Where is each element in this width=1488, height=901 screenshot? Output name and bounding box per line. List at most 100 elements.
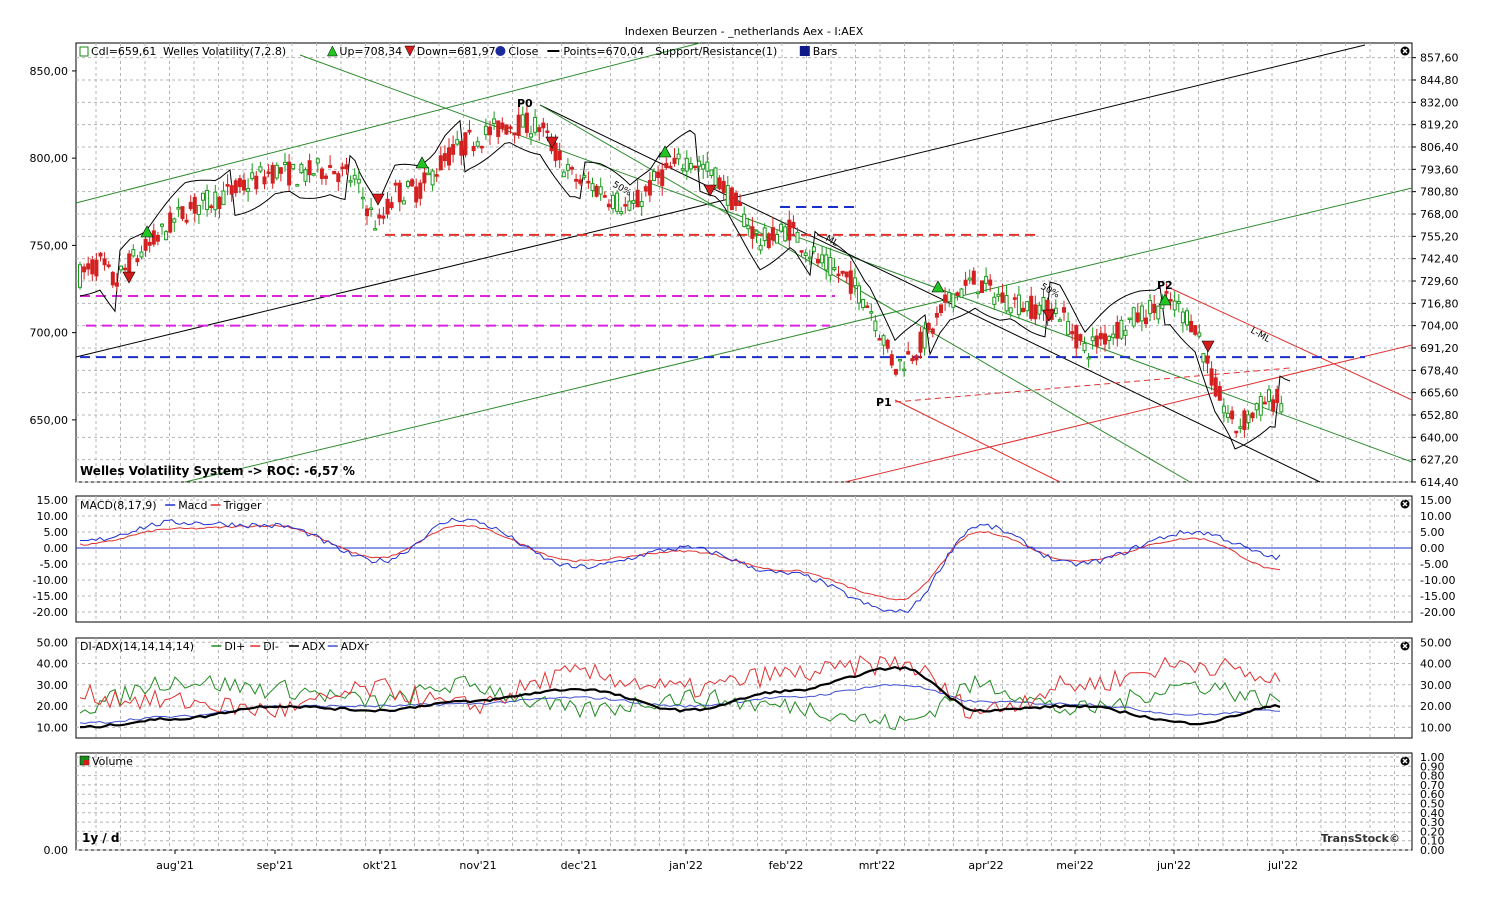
candle-body bbox=[783, 226, 788, 242]
candle-body bbox=[840, 270, 845, 274]
candle-body bbox=[775, 234, 779, 244]
candle-body bbox=[906, 351, 911, 355]
left-tick-label: 850,00 bbox=[30, 65, 69, 78]
adx-legend-item: DI-ADX(14,14,14,14) bbox=[80, 640, 194, 653]
right-tick-label: 640,00 bbox=[1420, 431, 1459, 444]
candle-body bbox=[266, 171, 271, 175]
candle-body bbox=[250, 172, 255, 180]
candle-body bbox=[246, 188, 251, 192]
point-label-p1: P1 bbox=[876, 396, 892, 409]
candle-body bbox=[672, 157, 677, 164]
candle-body bbox=[422, 172, 427, 184]
price-panel-frame bbox=[75, 42, 1413, 483]
candle-body bbox=[217, 196, 222, 210]
candle-body bbox=[221, 190, 226, 206]
x-axis-month-label: mrt'22 bbox=[859, 859, 896, 872]
candle-body bbox=[336, 173, 341, 182]
candle-body bbox=[930, 328, 935, 334]
candle-body bbox=[877, 338, 882, 341]
candle-body bbox=[451, 144, 456, 155]
candle-body bbox=[1000, 292, 1005, 303]
down-triangle-icon bbox=[404, 45, 416, 57]
candle-body bbox=[213, 191, 218, 211]
candle-body bbox=[881, 335, 886, 346]
candle-body bbox=[1144, 317, 1148, 325]
candle-body bbox=[1012, 297, 1017, 300]
candle-body bbox=[151, 230, 156, 245]
volume-right-tick: 0.00 bbox=[1420, 844, 1445, 857]
candle-body bbox=[680, 168, 685, 171]
candle-body bbox=[729, 187, 734, 211]
price-legend-item: Welles Volatility(7,2.8) bbox=[163, 45, 286, 58]
candle-body bbox=[1086, 356, 1091, 360]
left-tick-label: 700,00 bbox=[30, 327, 69, 340]
candle-body bbox=[455, 139, 460, 145]
right-tick-label: 780,80 bbox=[1420, 186, 1459, 199]
candle-body bbox=[1230, 410, 1235, 420]
candle-body bbox=[1127, 317, 1132, 321]
candle-body bbox=[861, 299, 866, 308]
close-icon-x bbox=[1402, 48, 1408, 54]
candle-body bbox=[229, 185, 234, 195]
adx-legend-item: DI+ bbox=[224, 640, 245, 653]
volume-right-tick: 1.00 bbox=[1420, 751, 1445, 764]
candle-body bbox=[500, 122, 505, 129]
candle-body bbox=[1139, 305, 1144, 322]
candle-body bbox=[188, 201, 193, 210]
candle-body bbox=[102, 258, 107, 266]
x-axis-month-label: dec'21 bbox=[561, 859, 598, 872]
sell-signal-triangle bbox=[703, 184, 717, 197]
candle-body bbox=[1172, 300, 1177, 311]
candle-body bbox=[180, 206, 185, 219]
close-icon-x bbox=[1402, 501, 1408, 507]
macd-left-tick: -15.00 bbox=[33, 590, 68, 603]
candle-body bbox=[524, 112, 529, 133]
candle-body bbox=[1066, 320, 1071, 336]
candle-body bbox=[291, 163, 296, 170]
candle-body bbox=[278, 167, 283, 174]
candle-body bbox=[459, 140, 464, 156]
candle-body bbox=[869, 311, 874, 314]
macd-panel-frame bbox=[75, 495, 1413, 623]
candle-body bbox=[914, 355, 919, 361]
candle-body bbox=[131, 249, 136, 257]
macd-right-tick: -10.00 bbox=[1420, 574, 1455, 587]
candle-body bbox=[725, 185, 730, 206]
candle-body bbox=[360, 196, 365, 200]
candle-body bbox=[295, 184, 300, 187]
sell-signal-triangle bbox=[122, 271, 136, 284]
candle-body bbox=[520, 114, 525, 128]
candle-body bbox=[1271, 399, 1276, 412]
candle-body bbox=[98, 252, 103, 257]
candle-body bbox=[598, 186, 603, 195]
adx-right-tick: 30.00 bbox=[1420, 679, 1452, 692]
candle-body bbox=[1193, 325, 1198, 335]
candle-body bbox=[697, 160, 702, 167]
circle-icon bbox=[495, 46, 506, 56]
candle-body bbox=[1057, 319, 1062, 322]
candle-body bbox=[463, 132, 468, 156]
candle-body bbox=[488, 126, 492, 136]
volume-right-tick: 0.80 bbox=[1420, 770, 1445, 783]
candle-body bbox=[1098, 332, 1103, 340]
candle-body bbox=[615, 192, 620, 212]
candle-body bbox=[475, 141, 480, 147]
macd-legend-item: Trigger bbox=[223, 499, 262, 512]
fork-line-green bbox=[299, 54, 1413, 463]
candle-body bbox=[750, 226, 755, 239]
candle-body bbox=[369, 207, 374, 211]
candle-body bbox=[643, 186, 648, 192]
candle-body bbox=[401, 200, 406, 205]
candle-body bbox=[86, 263, 91, 270]
volume-right-tick: 0.40 bbox=[1420, 807, 1445, 820]
candle-body bbox=[537, 127, 542, 133]
candle-body bbox=[799, 250, 804, 253]
adx-left-tick: 10.00 bbox=[37, 721, 69, 734]
candle-body bbox=[410, 179, 415, 187]
red-dashed-fan bbox=[894, 367, 1291, 403]
candle-body bbox=[299, 163, 304, 174]
candle-body bbox=[852, 277, 857, 287]
candle-body bbox=[1004, 295, 1009, 312]
candle-body bbox=[553, 142, 558, 161]
candle-body bbox=[1258, 395, 1263, 416]
